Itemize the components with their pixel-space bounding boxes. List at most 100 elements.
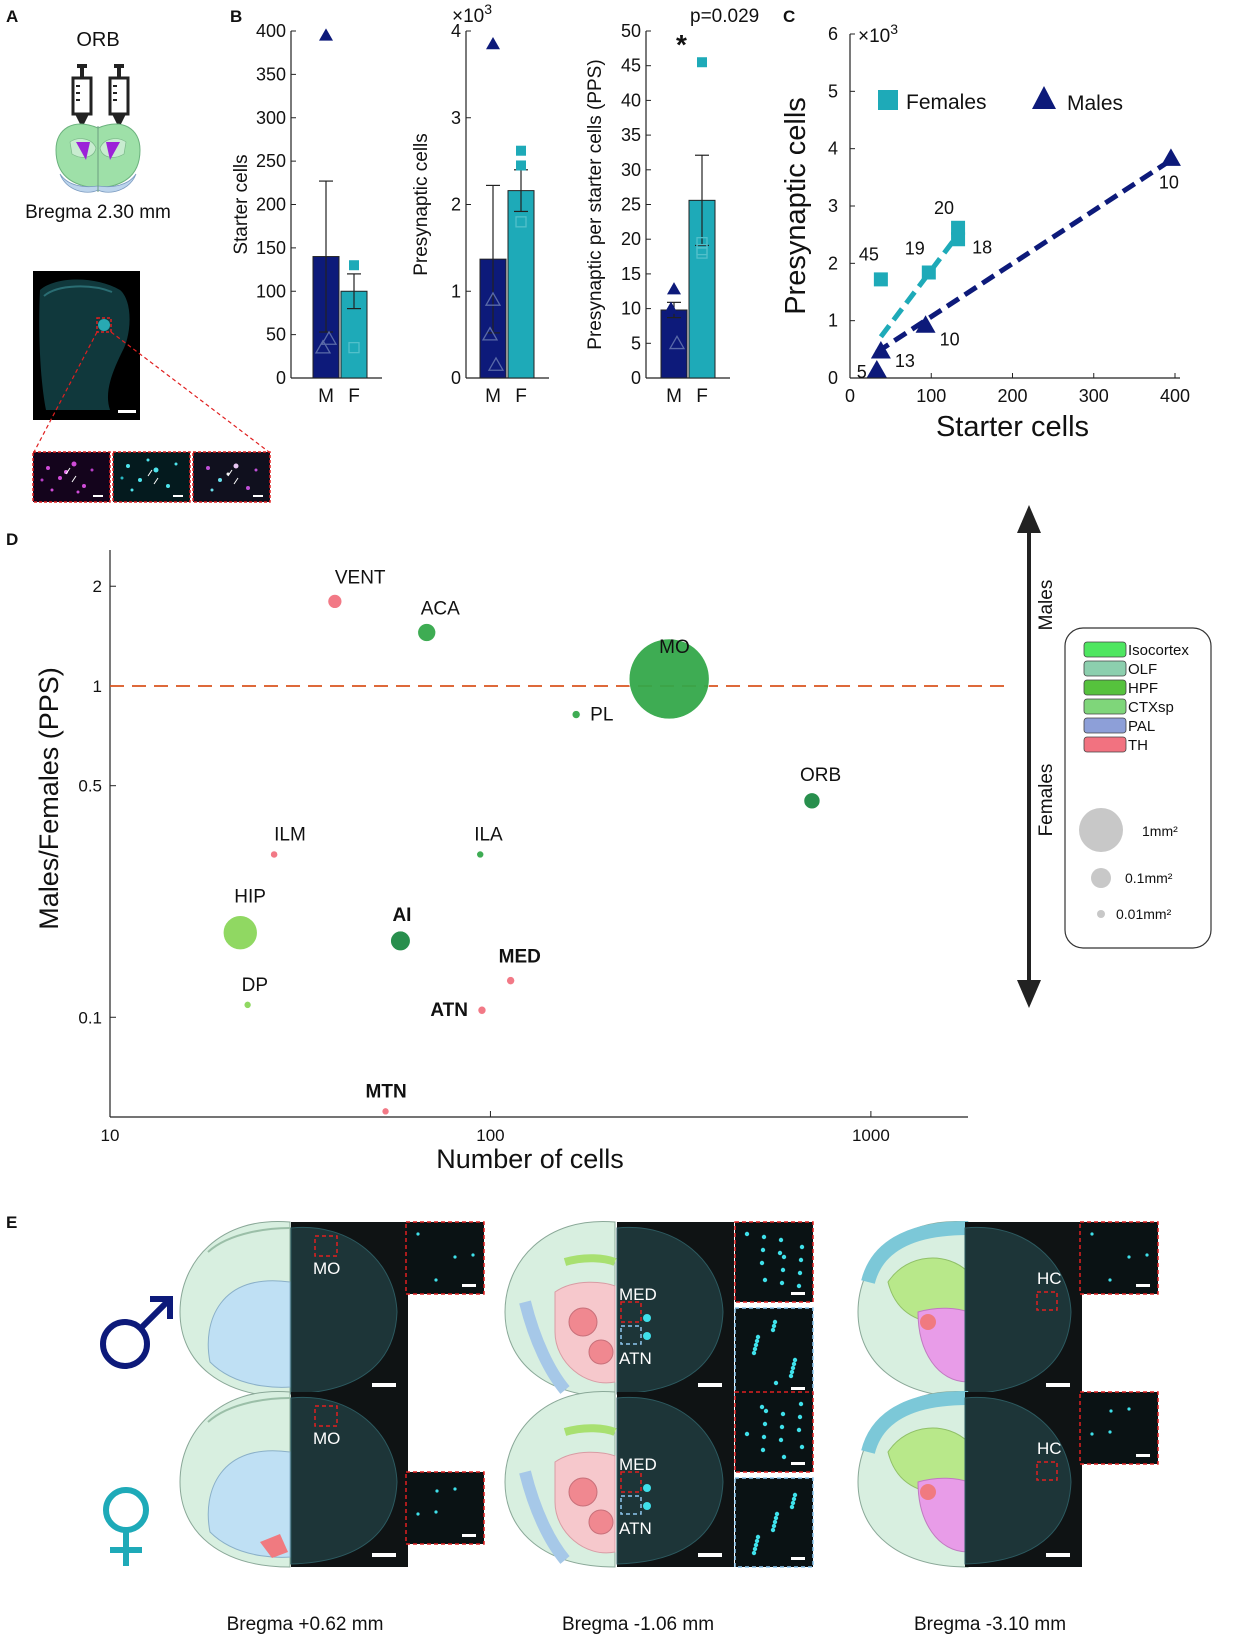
- inset-image: [1080, 1222, 1158, 1294]
- scale-bar: [791, 1292, 805, 1295]
- labeled-cell: [752, 1551, 756, 1555]
- data-point-male: [664, 302, 678, 314]
- legend-label-females: Females: [906, 91, 987, 114]
- bar-chart-starter-cells: 050100150200250300350400M FStarter cells: [231, 21, 382, 407]
- labeled-cell: [752, 1351, 756, 1355]
- labeled-cell: [781, 1268, 785, 1272]
- size-legend-label-medium: 0.1mm²: [1125, 870, 1173, 886]
- region-legend: IsocortexOLFHPFCTXspPALTH 1mm² 0.1mm² 0.…: [1065, 628, 1211, 948]
- bubble-med: [507, 977, 515, 985]
- panel-letter-a: A: [6, 7, 18, 26]
- y-tick-label: 5: [828, 81, 838, 101]
- labeled-cell: [756, 1535, 760, 1539]
- point-label: 10: [940, 329, 960, 349]
- labeled-cell: [789, 1374, 793, 1378]
- inset-image-merged: [193, 452, 270, 502]
- y-tick-label: 3: [451, 108, 461, 128]
- bubble-aca: [418, 624, 436, 642]
- region-label-med: MED: [619, 1285, 657, 1304]
- side-label-females: Females: [1036, 764, 1057, 837]
- inset-image: [735, 1222, 813, 1302]
- labeled-cell: [1127, 1407, 1130, 1410]
- x-tick-label: 400: [1160, 386, 1190, 406]
- panel-letter-d: D: [6, 530, 18, 549]
- bregma-label-col3: Bregma -3.10 mm: [914, 1614, 1066, 1635]
- labeled-cell: [793, 1358, 797, 1362]
- labeled-cell: [792, 1362, 796, 1366]
- labeled-cell: [798, 1271, 802, 1275]
- brain-section-icon: [56, 124, 140, 192]
- bubble-label-orb: ORB: [800, 765, 841, 786]
- x-tick-label: F: [348, 386, 360, 407]
- data-point-female: [516, 146, 526, 156]
- bubble-ilm: [271, 851, 278, 858]
- bregma-label-col1: Bregma +0.62 mm: [227, 1614, 384, 1635]
- male-symbol-icon: [103, 1299, 170, 1366]
- y-tick-label: 250: [256, 151, 286, 171]
- labeled-cell: [793, 1493, 797, 1497]
- side-label-males: Males: [1036, 580, 1057, 631]
- panel-letter-e: E: [6, 1213, 17, 1232]
- labeled-cell: [754, 1343, 758, 1347]
- y-tick-label: 35: [621, 125, 641, 145]
- labeled-cell: [753, 1347, 757, 1351]
- labeled-cell: [797, 1284, 801, 1288]
- atlas-region-nucleus: [569, 1478, 597, 1506]
- cell-cluster: [643, 1332, 651, 1340]
- scale-bar: [791, 1557, 805, 1560]
- labeled-cell: [791, 1501, 795, 1505]
- region-label-hc: HC: [1037, 1269, 1062, 1288]
- y-tick-label: 0: [631, 368, 641, 388]
- y-axis-label: Males/Females (PPS): [34, 667, 64, 930]
- y-tick-label: 10: [621, 299, 641, 319]
- labeled-cell: [790, 1505, 794, 1509]
- y-tick-label: 0: [451, 368, 461, 388]
- legend-label-ctxsp: CTXsp: [1128, 699, 1174, 716]
- labeled-cell: [764, 1409, 768, 1413]
- labeled-cell: [773, 1320, 777, 1324]
- exponent-label-b2: ×103: [452, 1, 492, 27]
- panel-letter-c: C: [783, 7, 795, 26]
- y-tick-label: 0.5: [78, 777, 102, 796]
- atlas-section-3-female: [858, 1391, 968, 1567]
- y-tick-label: 2: [93, 577, 102, 596]
- labeled-cell: [756, 1335, 760, 1339]
- legend-label-olf: OLF: [1128, 661, 1157, 678]
- region-label-med: MED: [619, 1455, 657, 1474]
- y-axis-label: Starter cells: [231, 154, 252, 254]
- y-tick-label: 40: [621, 90, 641, 110]
- legend-swatch-females: [878, 90, 898, 110]
- labeled-cell: [797, 1428, 801, 1432]
- atlas-section-2-female: [505, 1391, 615, 1567]
- microscopy-image-3-male: HC: [965, 1222, 1082, 1397]
- size-legend-label-large: 1mm²: [1142, 823, 1178, 839]
- labeled-cell: [799, 1258, 803, 1262]
- data-point-female: [349, 260, 359, 270]
- labeled-cell: [416, 1232, 419, 1235]
- panel-d: D 0.1 0.5 1 2 10 100 1000 VENT ACA MO PL ORB ILM ILA H…: [6, 505, 1211, 1174]
- region-label-atn: ATN: [619, 1349, 652, 1368]
- scale-bar: [1046, 1383, 1070, 1387]
- atlas-section-1-female: [180, 1391, 290, 1567]
- cell-cluster: [643, 1502, 651, 1510]
- labeled-cell: [753, 1547, 757, 1551]
- y-tick-label: 0.1: [78, 1008, 102, 1027]
- panel-c: C ×103 01234560 100 200 300 40045 19201810101…: [780, 7, 1190, 443]
- labeled-cell: [791, 1366, 795, 1370]
- legend-swatch-hpf: [1084, 680, 1126, 695]
- labeled-cell: [775, 1512, 779, 1516]
- labeled-cell: [1109, 1409, 1112, 1412]
- data-point-male: [667, 282, 681, 294]
- size-legend-label-small: 0.01mm²: [1116, 906, 1172, 922]
- atlas-region-th: [920, 1484, 936, 1500]
- y-tick-label: 3: [828, 196, 838, 216]
- labeled-cell: [800, 1245, 804, 1249]
- point-label: 13: [895, 351, 915, 371]
- y-tick-label: 30: [621, 160, 641, 180]
- labeled-cell: [763, 1422, 767, 1426]
- bregma-label-col2: Bregma -1.06 mm: [562, 1614, 714, 1635]
- female-symbol-icon: [106, 1490, 146, 1566]
- y-tick-label: 150: [256, 238, 286, 258]
- scale-bar: [1046, 1553, 1070, 1557]
- y-tick-label: 5: [631, 333, 641, 353]
